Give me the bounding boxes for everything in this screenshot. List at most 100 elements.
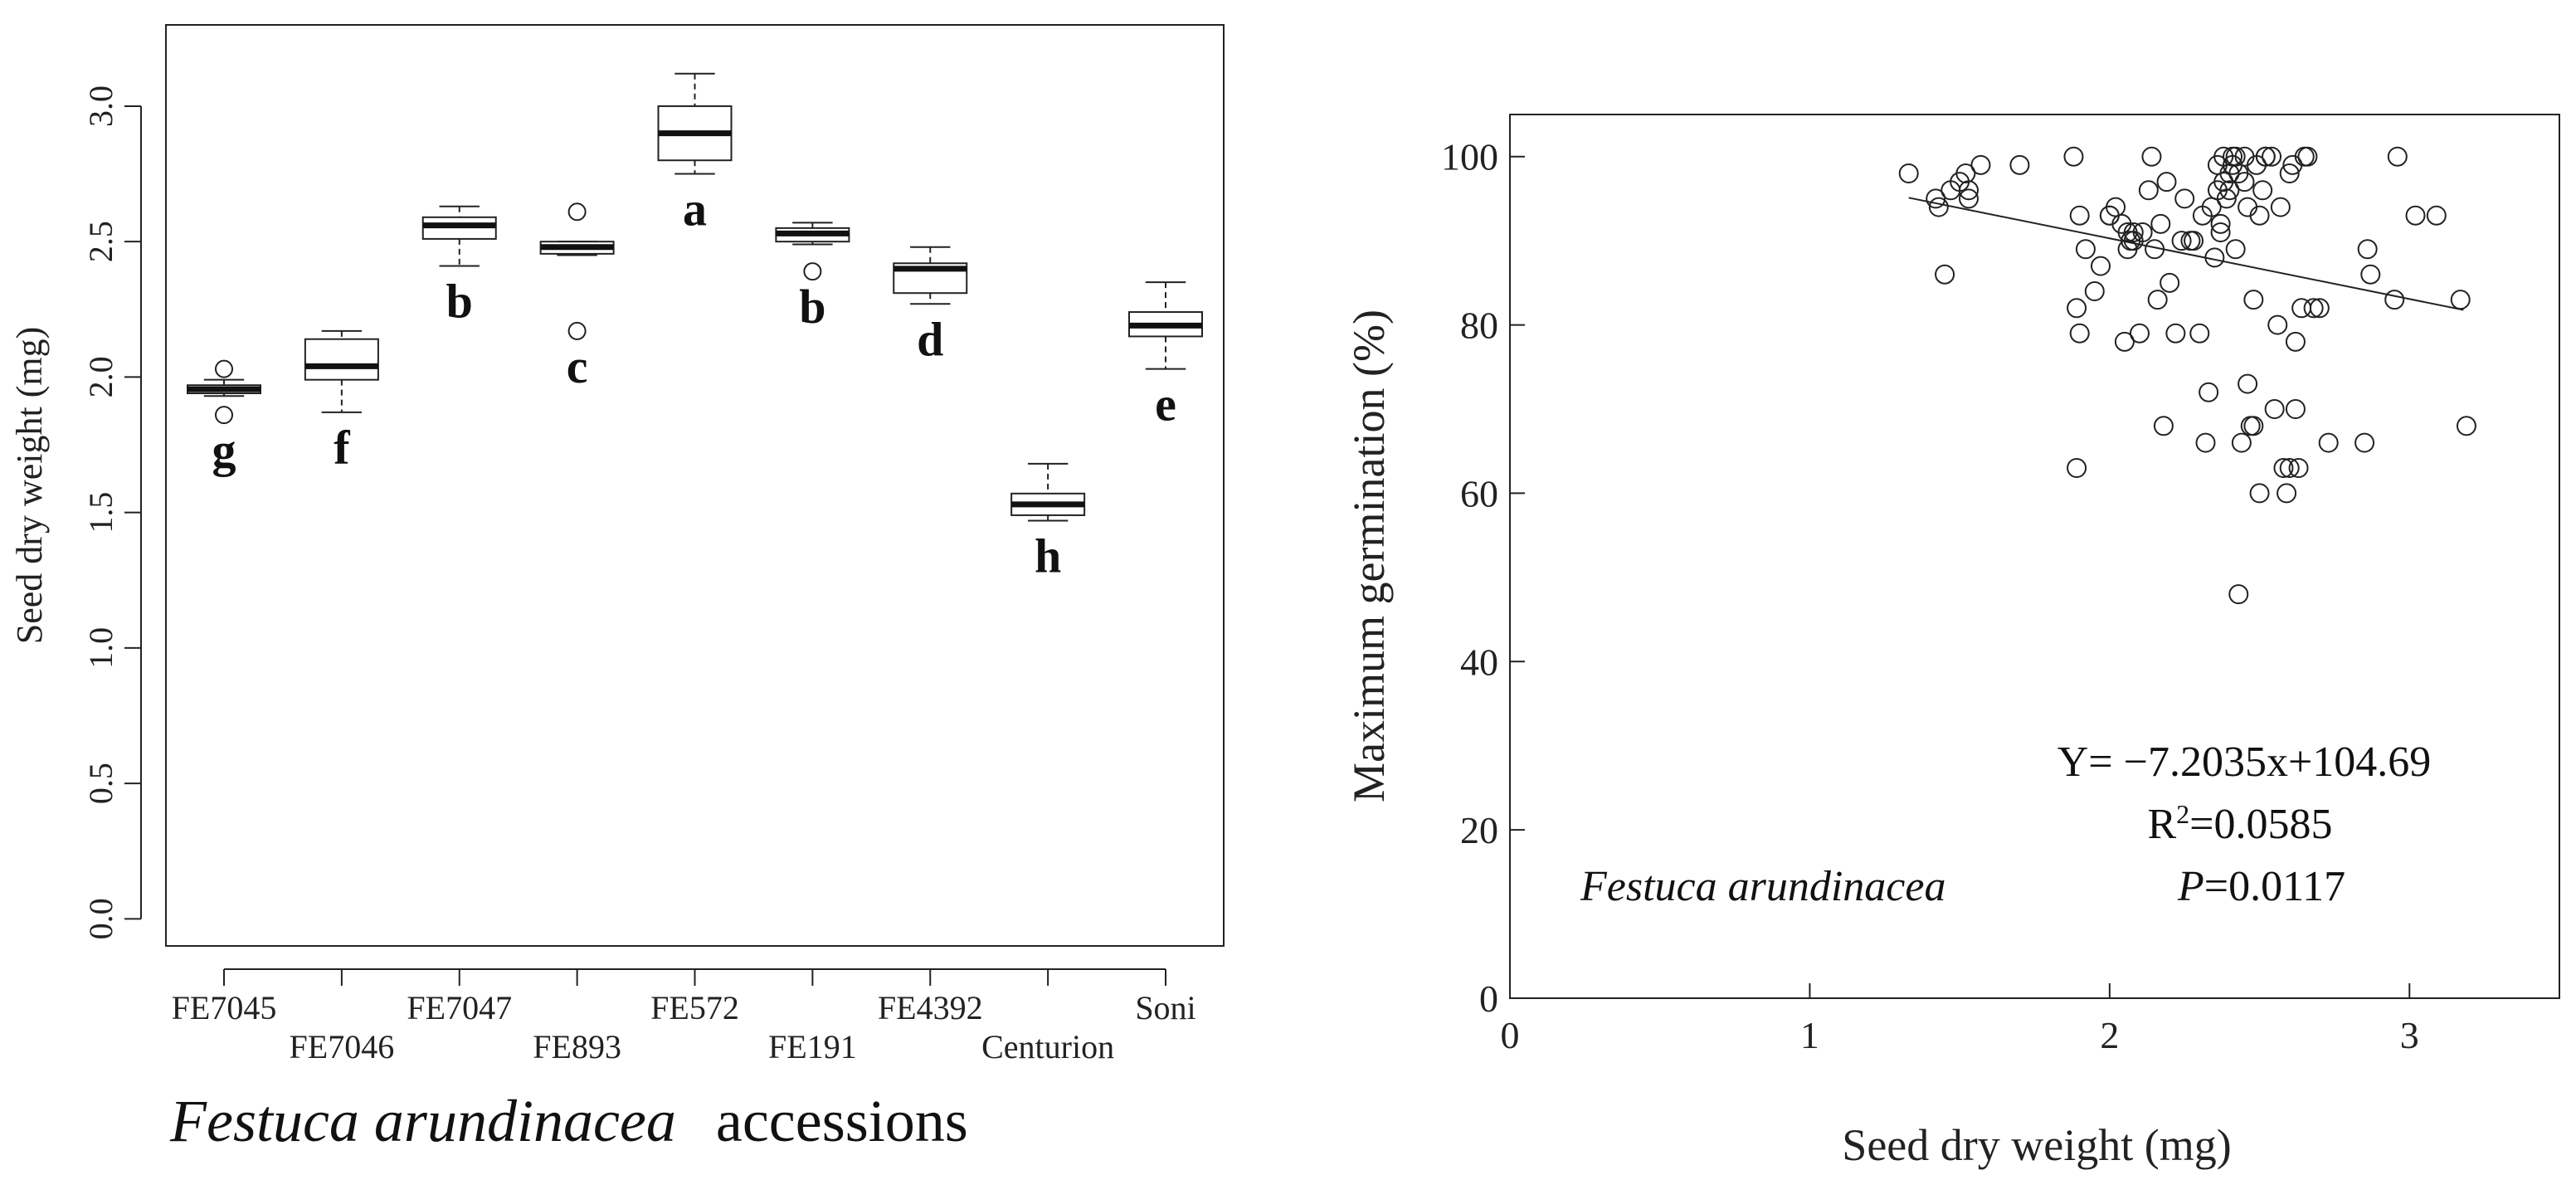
scatter-point (1928, 197, 1949, 217)
scatter-frame (1509, 114, 2560, 999)
scatter-point (2067, 458, 2087, 478)
box-plot-y-tick-label: 1.5 (82, 492, 119, 534)
box-plot-y-tick-label: 1.0 (82, 627, 119, 669)
box-fe4392: d (893, 246, 968, 366)
box-significance-letter: f (334, 421, 350, 475)
regression-line (1908, 197, 2464, 311)
scatter-point (2147, 290, 2168, 310)
scatter-point (2091, 256, 2111, 276)
box-fe893: c (539, 202, 615, 393)
scatter-point (2387, 146, 2408, 167)
p-value-prefix: P (2177, 863, 2204, 910)
scatter-point (2199, 382, 2219, 402)
box-plot-category-label: FE4392 (878, 989, 983, 1026)
scatter-y-tick-label: 100 (1441, 136, 1498, 178)
scatter-point (2174, 188, 2195, 209)
species-annotation: Festuca arundinacea (1580, 863, 1945, 910)
scatter-point (2210, 213, 2231, 234)
scatter-point (2150, 213, 2171, 234)
scatter-point (2255, 146, 2276, 167)
box-plot-y-label: Seed dry weight (mg) (9, 327, 50, 644)
box-plot-y-axis: 0.0 0.5 1.0 1.5 2.0 2.5 3.0 (82, 85, 142, 939)
scatter-point (2145, 239, 2165, 260)
box-plot-category-label: FE7047 (407, 989, 512, 1026)
scatter-point (2225, 146, 2246, 167)
scatter-point (2270, 197, 2291, 217)
scatter-point (1958, 188, 1979, 209)
scatter-point (2165, 323, 2186, 344)
box-outlier (567, 202, 587, 222)
scatter-point (2225, 239, 2246, 260)
box-outlier (215, 359, 233, 378)
scatter-y-tick-label: 60 (1460, 472, 1498, 514)
r-squared-superscript: 2 (2176, 799, 2189, 829)
box-outlier (567, 321, 587, 340)
r-squared-value: =0.0585 (2189, 801, 2332, 848)
scatter-panel: 0 20 40 60 80 100 0 1 2 3 Maximum germination (%… (1344, 114, 2560, 1170)
scatter-point (2288, 458, 2309, 478)
p-value-label: P=0.0117 (2177, 863, 2345, 910)
scatter-point (2273, 458, 2294, 478)
box-iqr (304, 338, 379, 381)
scatter-point (2384, 290, 2405, 310)
scatter-point (2153, 416, 2174, 436)
scatter-point (2160, 272, 2180, 293)
scatter-x-tick-label: 0 (1501, 1014, 1520, 1056)
scatter-point (2450, 290, 2471, 310)
box-plot-category-label: FE7045 (172, 989, 277, 1026)
scatter-point (1926, 188, 1946, 209)
scatter-point (2285, 399, 2306, 419)
scatter-point (2264, 399, 2285, 419)
scatter-point (2009, 154, 2030, 175)
scatter-point (2234, 172, 2255, 193)
scatter-points (1898, 146, 2476, 605)
scatter-point (2252, 180, 2273, 201)
box-plot-category-label: Centurion (981, 1028, 1114, 1065)
scatter-point (2243, 416, 2264, 436)
box-significance-letter: b (799, 280, 825, 334)
scatter-point (2123, 222, 2144, 242)
scatter-point (1898, 163, 1919, 183)
scatter-point (2075, 239, 2096, 260)
scatter-point (2297, 146, 2318, 167)
scatter-point (2456, 416, 2476, 436)
scatter-y-label: Maximum germination (%) (1344, 310, 1394, 802)
scatter-point (2084, 281, 2105, 301)
box-plot-category-label: FE7046 (290, 1028, 395, 1065)
scatter-point (2069, 205, 2090, 226)
scatter-point (2360, 264, 2381, 285)
box-plot-x-label-rest: accessions (716, 1088, 968, 1154)
box-fe7045: g (187, 359, 261, 477)
scatter-point (2156, 172, 2177, 193)
scatter-point (2267, 314, 2288, 335)
box-plot-category-label: FE572 (650, 989, 739, 1026)
scatter-point (1958, 180, 1979, 201)
box-plot-y-tick-label: 0.0 (82, 898, 119, 939)
box-fe191: b (775, 222, 850, 334)
scatter-y-tick-label: 80 (1460, 305, 1498, 347)
box-soni: e (1128, 281, 1203, 431)
box-fe7046: f (304, 329, 379, 475)
p-value-number: =0.0117 (2204, 863, 2345, 910)
scatter-point (2195, 432, 2216, 453)
r-squared-prefix: R (2147, 801, 2176, 848)
scatter-point (2405, 205, 2426, 226)
box-significance-letter: b (446, 275, 473, 329)
scatter-point (2238, 197, 2258, 217)
scatter-point (1935, 264, 1955, 285)
box-significance-letter: c (567, 339, 588, 393)
scatter-point (2277, 483, 2297, 504)
box-plot-x-label: Festuca arundinacea accessions (169, 1088, 968, 1154)
box-plot-frame (165, 24, 1225, 947)
scatter-point (2171, 231, 2192, 251)
scatter-point (2228, 584, 2249, 605)
scatter-point (1955, 163, 1976, 183)
box-significance-letter: e (1155, 378, 1176, 431)
scatter-point (2189, 323, 2210, 344)
scatter-y-tick-label: 20 (1460, 809, 1498, 851)
box-centurion: h (1010, 462, 1086, 583)
scatter-point (2141, 146, 2162, 167)
scatter-y-tick-label: 40 (1460, 641, 1498, 683)
scatter-x-tick-label: 3 (2400, 1014, 2419, 1056)
